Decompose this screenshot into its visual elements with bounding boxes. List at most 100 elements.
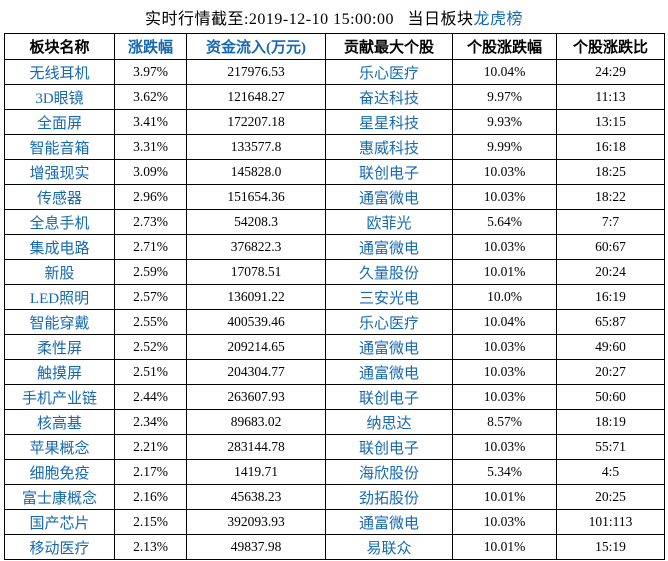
inflow-value: 400539.46 — [186, 309, 326, 335]
stock-change: 5.34% — [452, 459, 557, 485]
updown-ratio: 16:18 — [556, 134, 665, 160]
stock-name-link[interactable]: 惠威科技 — [325, 134, 453, 160]
updown-ratio: 15:19 — [556, 534, 665, 560]
stock-name-link[interactable]: 海欣股份 — [325, 459, 453, 485]
table-row: 富士康概念 2.16% 45638.23 劲拓股份 10.01% 20:25 — [4, 484, 665, 510]
updown-ratio: 11:13 — [556, 84, 665, 110]
stock-name-link[interactable]: 联创电子 — [325, 159, 453, 185]
stock-name-link[interactable]: 劲拓股份 — [325, 484, 453, 510]
stock-name-link[interactable]: 通富微电 — [325, 359, 453, 385]
stock-name-link[interactable]: 星星科技 — [325, 109, 453, 135]
sector-change: 3.09% — [114, 159, 187, 185]
stock-name-link[interactable]: 欧菲光 — [325, 209, 453, 235]
inflow-value: 133577.8 — [186, 134, 326, 160]
longhu-list-link[interactable]: 龙虎榜 — [473, 10, 523, 28]
sector-longhu-table: 板块名称 涨跌幅 资金流入(万元) 贡献最大个股 个股涨跌幅 个股涨跌比 无线耳机 3.97… — [4, 33, 665, 560]
updown-ratio: 50:60 — [556, 384, 665, 410]
table-row: 增强现实 3.09% 145828.0 联创电子 10.03% 18:25 — [4, 159, 665, 185]
sector-name-link[interactable]: 新股 — [4, 259, 115, 285]
table-row: 智能穿戴 2.55% 400539.46 乐心医疗 10.04% 65:87 — [4, 309, 665, 335]
inflow-value: 1419.71 — [186, 459, 326, 485]
updown-ratio: 18:25 — [556, 159, 665, 185]
sector-name-link[interactable]: 手机产业链 — [4, 384, 115, 410]
sector-name-link[interactable]: 全面屏 — [4, 109, 115, 135]
stock-name-link[interactable]: 乐心医疗 — [325, 59, 453, 85]
stock-change: 10.0% — [452, 284, 557, 310]
inflow-value: 209214.65 — [186, 334, 326, 360]
sector-name-link[interactable]: 全息手机 — [4, 209, 115, 235]
sector-change: 2.96% — [114, 184, 187, 210]
sector-change: 2.15% — [114, 509, 187, 535]
stock-name-link[interactable]: 通富微电 — [325, 334, 453, 360]
stock-change: 10.03% — [452, 434, 557, 460]
inflow-value: 17078.51 — [186, 259, 326, 285]
stock-change: 10.03% — [452, 359, 557, 385]
stock-name-link[interactable]: 联创电子 — [325, 434, 453, 460]
updown-ratio: 65:87 — [556, 309, 665, 335]
sector-name-link[interactable]: 无线耳机 — [4, 59, 115, 85]
table-row: 国产芯片 2.15% 392093.93 通富微电 10.03% 101:113 — [4, 509, 665, 535]
table-row: 细胞免疫 2.17% 1419.71 海欣股份 5.34% 4:5 — [4, 459, 665, 485]
stock-name-link[interactable]: 乐心医疗 — [325, 309, 453, 335]
sector-name-link[interactable]: 国产芯片 — [4, 509, 115, 535]
updown-ratio: 55:71 — [556, 434, 665, 460]
stock-change: 9.97% — [452, 84, 557, 110]
title-bar: 实时行情截至:2019-12-10 15:00:00 当日板块 龙虎榜 — [0, 0, 668, 33]
table-row: 触摸屏 2.51% 204304.77 通富微电 10.03% 20:27 — [4, 359, 665, 385]
table-row: 传感器 2.96% 151654.36 通富微电 10.03% 18:22 — [4, 184, 665, 210]
sector-name-link[interactable]: 移动医疗 — [4, 534, 115, 560]
stock-name-link[interactable]: 奋达科技 — [325, 84, 453, 110]
stock-name-link[interactable]: 纳思达 — [325, 409, 453, 435]
sector-name-link[interactable]: 细胞免疫 — [4, 459, 115, 485]
stock-name-link[interactable]: 通富微电 — [325, 234, 453, 260]
inflow-value: 121648.27 — [186, 84, 326, 110]
sector-name-link[interactable]: 智能音箱 — [4, 134, 115, 160]
sector-name-link[interactable]: 富士康概念 — [4, 484, 115, 510]
updown-ratio: 4:5 — [556, 459, 665, 485]
sector-change: 2.71% — [114, 234, 187, 260]
updown-ratio: 20:25 — [556, 484, 665, 510]
column-header-sector[interactable]: 板块名称 — [4, 33, 115, 60]
sector-name-link[interactable]: LED照明 — [4, 284, 115, 310]
sector-name-link[interactable]: 3D眼镜 — [4, 84, 115, 110]
stock-change: 10.01% — [452, 484, 557, 510]
sector-name-link[interactable]: 集成电路 — [4, 234, 115, 260]
table-row: 手机产业链 2.44% 263607.93 联创电子 10.03% 50:60 — [4, 384, 665, 410]
sector-change: 2.16% — [114, 484, 187, 510]
sector-name-link[interactable]: 苹果概念 — [4, 434, 115, 460]
sector-change: 2.44% — [114, 384, 187, 410]
sector-name-link[interactable]: 增强现实 — [4, 159, 115, 185]
sector-change: 3.97% — [114, 59, 187, 85]
column-header-inflow[interactable]: 资金流入(万元) — [186, 33, 326, 60]
stock-name-link[interactable]: 联创电子 — [325, 384, 453, 410]
column-header-change[interactable]: 涨跌幅 — [114, 33, 187, 60]
inflow-value: 145828.0 — [186, 159, 326, 185]
inflow-value: 136091.22 — [186, 284, 326, 310]
stock-change: 10.03% — [452, 159, 557, 185]
sector-name-link[interactable]: 智能穿戴 — [4, 309, 115, 335]
stock-name-link[interactable]: 久量股份 — [325, 259, 453, 285]
updown-ratio: 16:19 — [556, 284, 665, 310]
sector-name-link[interactable]: 传感器 — [4, 184, 115, 210]
stock-name-link[interactable]: 通富微电 — [325, 509, 453, 535]
column-header-stock[interactable]: 贡献最大个股 — [325, 33, 453, 60]
stock-name-link[interactable]: 通富微电 — [325, 184, 453, 210]
stock-name-link[interactable]: 三安光电 — [325, 284, 453, 310]
sector-change: 3.62% — [114, 84, 187, 110]
updown-ratio: 13:15 — [556, 109, 665, 135]
stock-name-link[interactable]: 易联众 — [325, 534, 453, 560]
sector-name-link[interactable]: 柔性屏 — [4, 334, 115, 360]
sector-name-link[interactable]: 核高基 — [4, 409, 115, 435]
sector-change: 2.73% — [114, 209, 187, 235]
inflow-value: 151654.36 — [186, 184, 326, 210]
inflow-value: 54208.3 — [186, 209, 326, 235]
stock-change: 9.99% — [452, 134, 557, 160]
title-text: 实时行情截至:2019-12-10 15:00:00 当日板块 — [144, 10, 474, 28]
stock-change: 10.03% — [452, 509, 557, 535]
table-row: 无线耳机 3.97% 217976.53 乐心医疗 10.04% 24:29 — [4, 59, 665, 85]
sector-change: 2.34% — [114, 409, 187, 435]
sector-name-link[interactable]: 触摸屏 — [4, 359, 115, 385]
column-header-stock-change[interactable]: 个股涨跌幅 — [452, 33, 557, 60]
stock-change: 10.01% — [452, 534, 557, 560]
column-header-ratio[interactable]: 个股涨跌比 — [556, 33, 665, 60]
